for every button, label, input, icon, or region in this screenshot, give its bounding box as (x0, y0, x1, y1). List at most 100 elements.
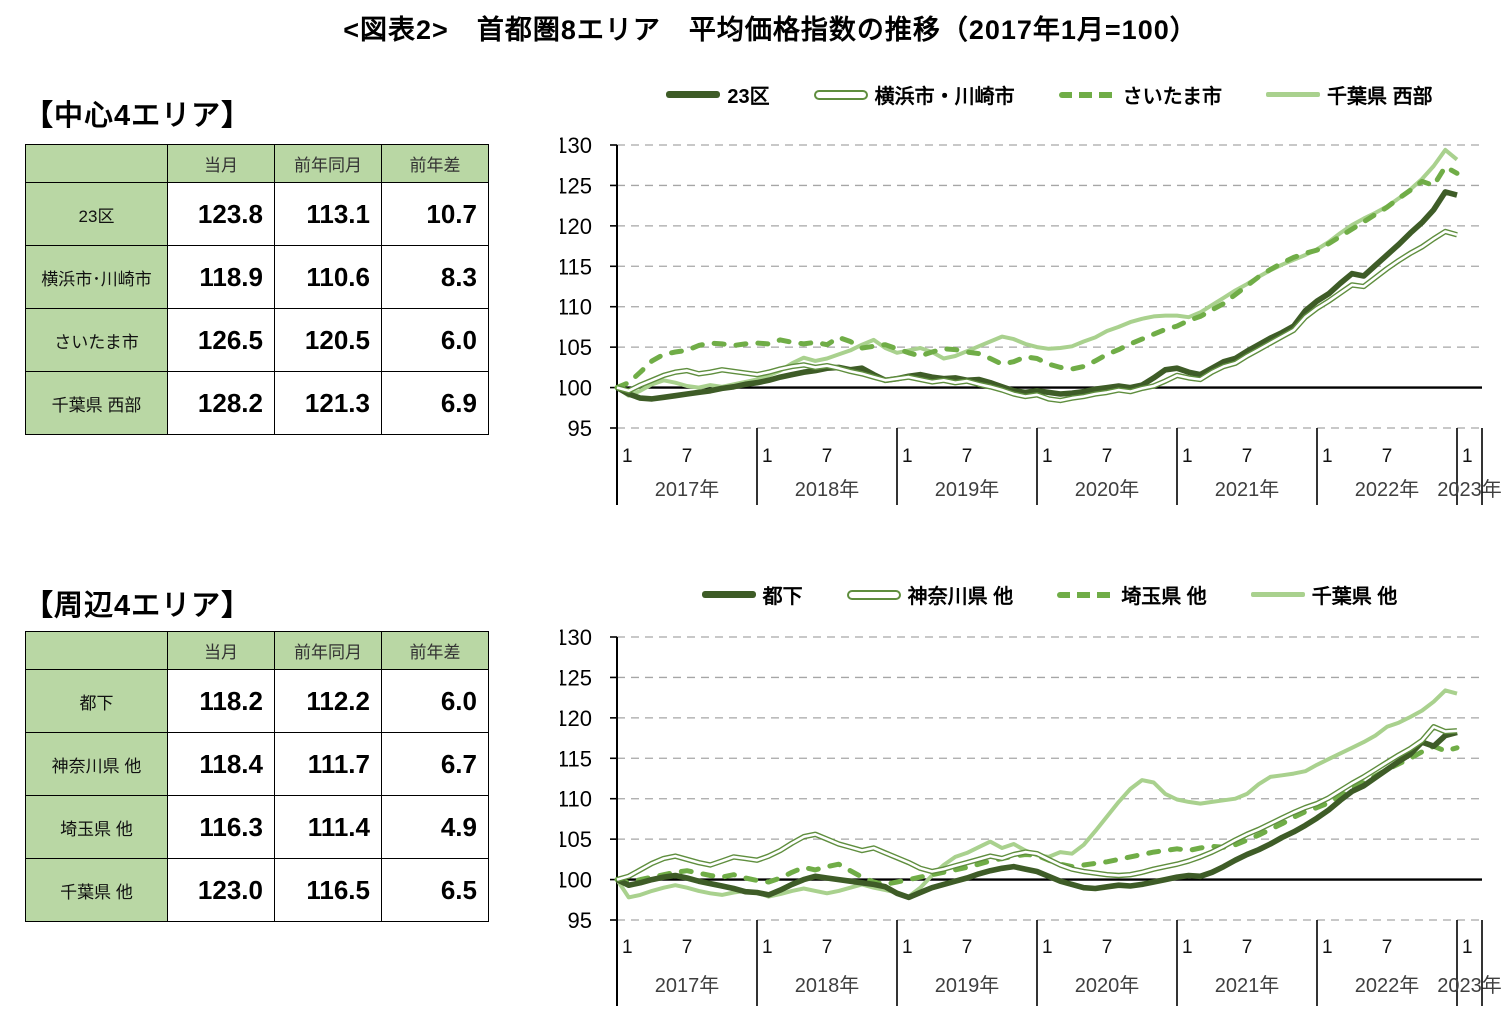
row-label: 都下 (25, 669, 168, 733)
x-tick-label-jan: 1 (902, 937, 913, 958)
y-axis-label: 120 (560, 214, 592, 239)
x-tick-label-jan: 1 (1462, 937, 1473, 958)
y-axis-label: 125 (560, 173, 592, 198)
row-label: さいたま市 (25, 308, 168, 372)
legend-swatch-solid-thick-icon (701, 591, 756, 598)
value-cell: 112.2 (274, 669, 382, 733)
value-cell: 6.0 (381, 669, 489, 733)
x-tick-label-jan: 1 (1462, 446, 1473, 467)
legend-label: 横浜市・川崎市 (874, 86, 1015, 108)
x-tick-label-jul: 7 (822, 446, 833, 467)
x-tick-label-jul: 7 (1102, 937, 1113, 958)
series-line-神奈川県 他 (616, 724, 1458, 883)
x-axis-year-label: 2018年 (795, 478, 860, 501)
x-tick-label-jul: 7 (1382, 446, 1393, 467)
y-axis-label: 95 (568, 416, 592, 441)
x-tick-label-jan: 1 (1042, 446, 1053, 467)
x-tick-label-jan: 1 (762, 937, 773, 958)
legend-label: 神奈川県 他 (907, 586, 1014, 608)
legend-item: 神奈川県 他 (846, 580, 1014, 609)
y-axis-label: 105 (560, 827, 592, 852)
series-line-core-神奈川県 他 (616, 725, 1458, 881)
x-axis-year-label: 2021年 (1215, 478, 1280, 501)
page-title: <図表2> 首都圏8エリア 平均価格指数の推移（2017年1月=100） (343, 15, 1198, 45)
y-axis-label: 130 (560, 625, 592, 650)
value-cell: 6.7 (381, 732, 489, 796)
x-axis-year-label: 2017年 (655, 974, 720, 997)
legend-swatch-dashed-icon (1058, 91, 1116, 98)
y-axis-label: 125 (560, 665, 592, 690)
legend-item: 埼玉県 他 (1057, 580, 1207, 609)
value-cell: 118.9 (167, 245, 275, 309)
series-line-横浜市・川崎市 (616, 228, 1458, 404)
value-cell: 128.2 (167, 371, 275, 435)
x-tick-label-jan: 1 (622, 446, 633, 467)
x-axis-year-label: 2019年 (935, 974, 1000, 997)
section-heading-peripheral: 【周辺4エリア】 (24, 590, 252, 622)
table-row: 埼玉県 他 116.3 111.4 4.9 (25, 795, 489, 859)
legend-label: 23区 (727, 86, 770, 108)
legend-item: 23区 (666, 80, 770, 109)
table-row: さいたま市 126.5 120.5 6.0 (25, 308, 489, 372)
column-header: 当月 (167, 144, 275, 183)
x-axis-year-label: 2017年 (655, 478, 720, 501)
column-header: 前年同月 (274, 631, 382, 670)
corner-cell (25, 144, 168, 183)
legend-swatch-solid-thin-icon (1266, 92, 1321, 97)
corner-cell (25, 631, 168, 670)
legend-swatch-solid-thin-icon (1250, 592, 1305, 597)
x-tick-label-jul: 7 (1242, 937, 1253, 958)
value-cell: 123.0 (167, 858, 275, 922)
chart-legend: 23区 横浜市・川崎市 さいたま市 千葉県 西部 (617, 80, 1482, 109)
series-line-都下 (615, 729, 1458, 901)
x-axis-year-label: 2023年 (1437, 974, 1502, 997)
row-label: 横浜市･川崎市 (25, 245, 168, 309)
peripheral-areas-table: 当月 前年同月 前年差 都下 118.2 112.2 6.0 神奈川県 他 118.4 111.7… (25, 631, 489, 922)
x-tick-label-jan: 1 (762, 446, 773, 467)
legend-item: 千葉県 他 (1250, 580, 1398, 609)
legend-label: 都下 (762, 586, 803, 608)
value-cell: 111.7 (274, 732, 382, 796)
x-axis-year-label: 2022年 (1355, 974, 1420, 997)
legend-swatch-dashed-icon (1057, 591, 1115, 598)
legend-item: 千葉県 西部 (1266, 80, 1433, 109)
column-header: 当月 (167, 631, 275, 670)
legend-swatch-outlined-icon (813, 89, 868, 100)
value-cell: 118.4 (167, 732, 275, 796)
value-cell: 121.3 (274, 371, 382, 435)
table-row: 千葉県 西部 128.2 121.3 6.9 (25, 371, 489, 435)
y-axis-label: 130 (560, 133, 592, 158)
x-tick-label-jan: 1 (902, 446, 913, 467)
section-heading-central: 【中心4エリア】 (24, 100, 252, 132)
column-header: 前年差 (381, 144, 489, 183)
series-line-core-横浜市・川崎市 (616, 230, 1458, 402)
series-line-埼玉県 他 (614, 743, 1460, 887)
x-tick-label-jul: 7 (682, 937, 693, 958)
row-label: 23区 (25, 182, 168, 246)
legend-item: さいたま市 (1058, 80, 1222, 109)
value-cell: 4.9 (381, 795, 489, 859)
table-row: 23区 123.8 113.1 10.7 (25, 182, 489, 246)
x-axis-year-label: 2023年 (1437, 478, 1502, 501)
value-cell: 113.1 (274, 182, 382, 246)
value-cell: 6.0 (381, 308, 489, 372)
y-axis-label: 115 (560, 254, 592, 279)
x-axis-year-label: 2019年 (935, 478, 1000, 501)
legend-item: 横浜市・川崎市 (813, 80, 1015, 109)
value-cell: 6.5 (381, 858, 489, 922)
x-tick-label-jul: 7 (962, 446, 973, 467)
y-axis-label: 110 (560, 787, 592, 812)
legend-item: 都下 (701, 580, 803, 609)
line-chart-svg: 95 100 105 110 115 120 125 130 1 7 2017年 1 7 2018年 1 7 2… (560, 625, 1502, 1006)
x-axis-year-label: 2018年 (795, 974, 860, 997)
y-axis-label: 100 (560, 376, 592, 401)
legend-label: 千葉県 他 (1311, 586, 1398, 608)
value-cell: 118.2 (167, 669, 275, 733)
x-tick-label-jan: 1 (1322, 446, 1333, 467)
value-cell: 116.5 (274, 858, 382, 922)
x-tick-label-jan: 1 (1042, 937, 1053, 958)
x-axis-year-label: 2022年 (1355, 478, 1420, 501)
y-axis-label: 110 (560, 295, 592, 320)
value-cell: 8.3 (381, 245, 489, 309)
